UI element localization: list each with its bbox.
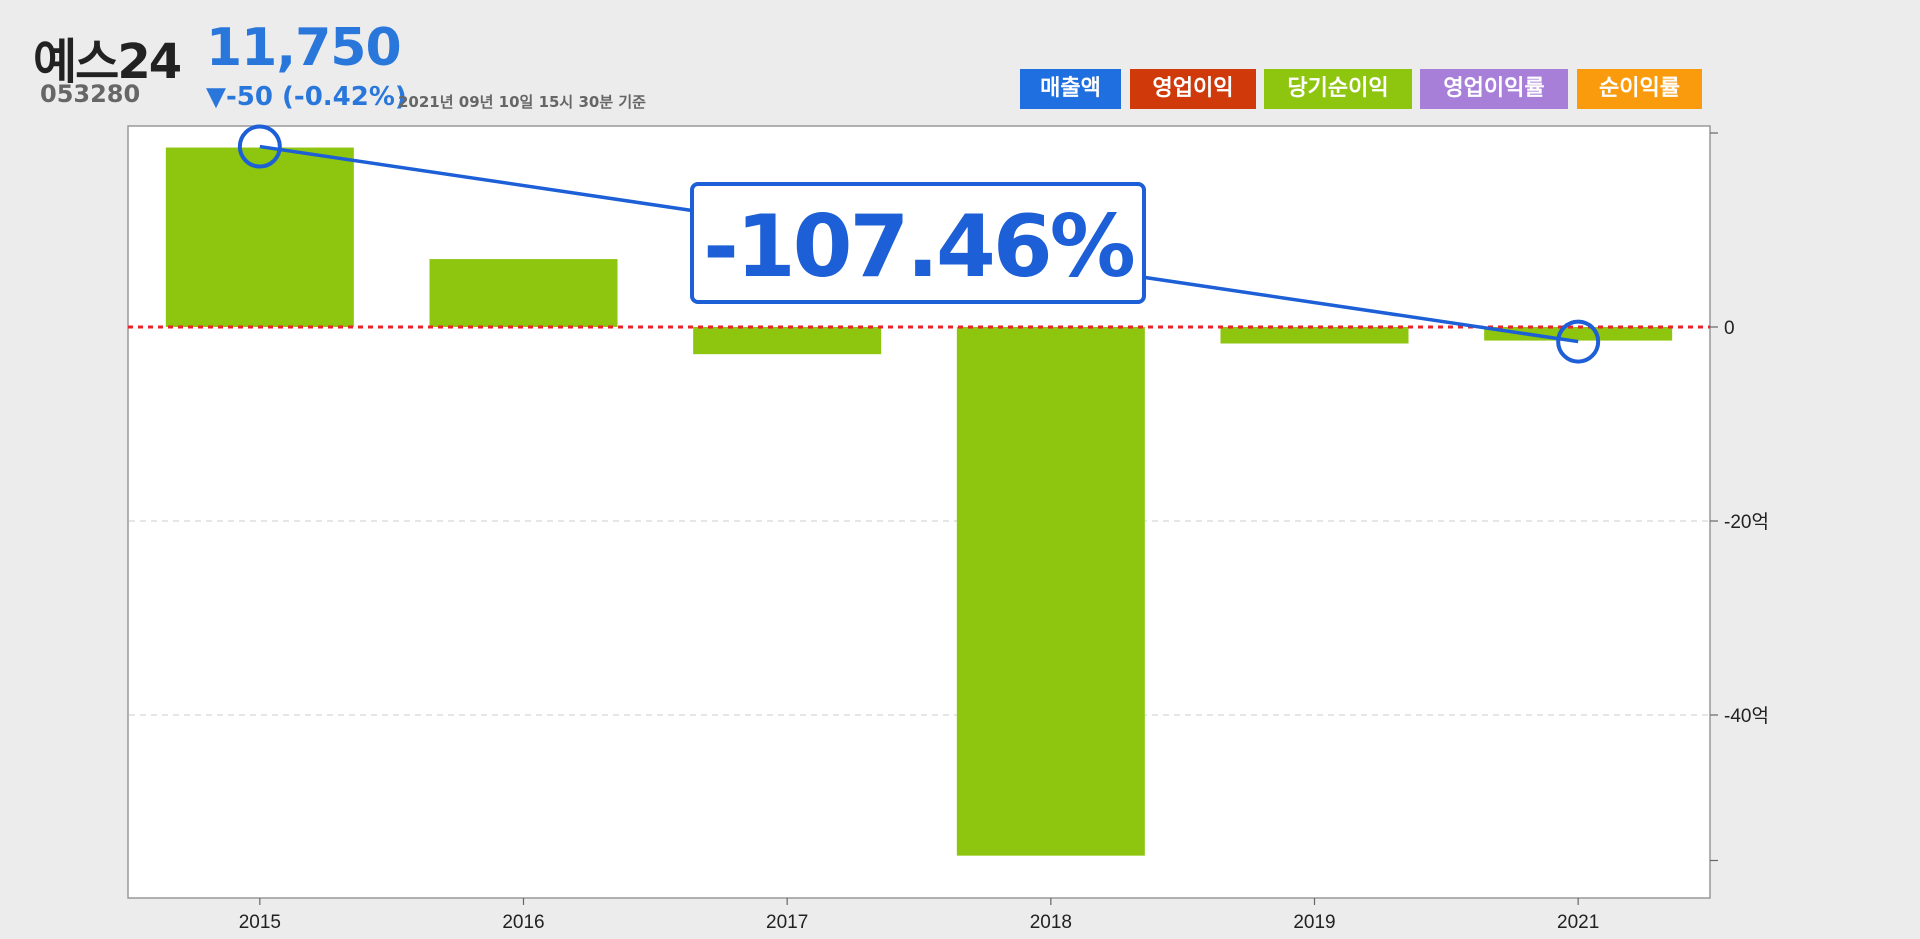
x-tick-label: 2017 [766, 912, 808, 933]
legend-net-income-button[interactable]: 당기순이익 [1264, 69, 1412, 109]
trend-marker-end [1556, 319, 1601, 364]
legend-operating-profit-button[interactable]: 영업이익 [1130, 69, 1256, 109]
stock-price: 11,750 [206, 18, 402, 78]
timestamp: 2021년 09년 10일 15시 30분 기준 [398, 93, 646, 111]
bar-2021 [1484, 327, 1673, 341]
x-tick-label: 2018 [1030, 912, 1072, 933]
company-name: 예스24 [33, 34, 182, 90]
y-tick-label: 0 [1724, 318, 1735, 339]
bar-2018 [956, 327, 1145, 856]
x-tick-label: 2019 [1293, 912, 1335, 933]
bar-2015 [165, 147, 354, 327]
header: 예스24 053280 11,750 ▼-50 (-0.42%) 2021년 0… [0, 0, 1920, 120]
bar-2019 [1220, 327, 1409, 344]
price-change: ▼-50 (-0.42%) [206, 82, 407, 112]
x-tick-label: 2021 [1557, 912, 1599, 933]
bar-2017 [693, 327, 882, 355]
trend-marker-start [237, 124, 282, 169]
legend-operating-margin-button[interactable]: 영업이익률 [1420, 69, 1568, 109]
callout-box [690, 182, 1146, 304]
legend-net-margin-button[interactable]: 순이익률 [1577, 69, 1702, 109]
callout-text: -107.46% [703, 197, 1134, 297]
x-tick-label: 2015 [239, 912, 281, 933]
stock-code: 053280 [40, 80, 141, 108]
y-tick-label: -20억 [1724, 511, 1769, 533]
y-tick-label: -40억 [1724, 705, 1769, 727]
bar-2016 [429, 259, 618, 327]
legend-revenue-button[interactable]: 매출액 [1020, 69, 1121, 109]
x-tick-label: 2016 [502, 912, 544, 933]
